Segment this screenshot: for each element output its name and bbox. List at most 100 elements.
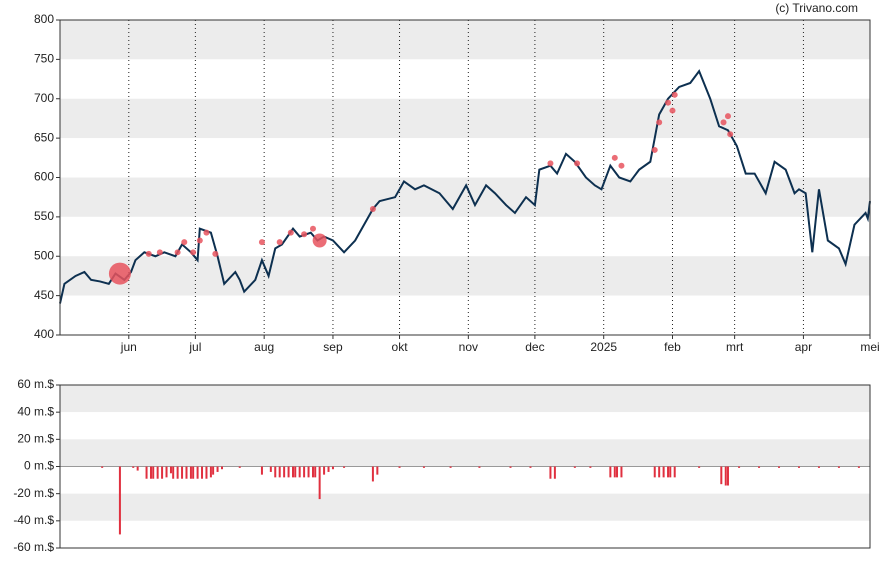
y-tick-label: 60 m.$	[17, 377, 54, 391]
bar	[172, 466, 175, 479]
bar	[669, 466, 672, 478]
x-tick-label: sep	[323, 340, 343, 354]
y-tick-label: 650	[34, 130, 54, 144]
bar	[196, 466, 199, 479]
bar	[673, 466, 676, 478]
trade-marker	[212, 250, 219, 257]
grid-band	[60, 59, 870, 99]
bar	[307, 466, 310, 478]
trade-marker	[145, 250, 152, 257]
bar	[165, 466, 168, 478]
bar	[398, 466, 401, 468]
trade-marker	[720, 119, 727, 126]
trade-marker	[174, 249, 181, 256]
bar	[609, 466, 612, 478]
bar	[298, 466, 301, 478]
bar	[176, 466, 179, 479]
trade-marker	[190, 249, 197, 256]
grid-band	[60, 295, 870, 335]
trade-marker	[727, 131, 734, 138]
x-tick-label: dec	[525, 340, 544, 354]
bar	[758, 466, 761, 468]
bar	[118, 466, 121, 535]
grid-band	[60, 385, 870, 413]
y-tick-label: 600	[34, 170, 54, 184]
bar	[553, 466, 556, 479]
trade-marker	[196, 237, 203, 244]
grid-band	[60, 493, 870, 521]
bar	[658, 466, 661, 478]
bar	[323, 466, 326, 475]
trade-marker	[312, 233, 327, 248]
bar	[817, 466, 820, 468]
trade-marker	[547, 160, 554, 167]
bar	[269, 466, 272, 472]
grid-band	[60, 98, 870, 139]
bar	[331, 466, 334, 470]
bar	[778, 466, 781, 468]
bar	[169, 466, 172, 474]
bar	[720, 466, 723, 485]
grid-band	[60, 520, 870, 548]
bar	[185, 466, 188, 479]
bar	[292, 466, 295, 478]
bar	[216, 466, 219, 472]
bar	[589, 466, 592, 468]
trade-marker	[301, 231, 308, 238]
x-tick-label: jul	[188, 340, 201, 354]
bar	[478, 466, 481, 468]
y-tick-label: 550	[34, 209, 54, 223]
bar	[311, 466, 314, 478]
grid-band	[60, 216, 870, 257]
trade-marker	[665, 99, 672, 106]
y-tick-label: -40 m.$	[13, 513, 54, 527]
bar	[422, 466, 425, 468]
bar	[857, 466, 860, 468]
bar	[192, 466, 195, 479]
bar	[667, 466, 670, 478]
bar	[274, 466, 277, 478]
trade-marker	[574, 160, 581, 167]
bar	[201, 466, 204, 479]
bar	[371, 466, 374, 482]
grid-band	[60, 412, 870, 440]
trade-marker	[203, 229, 210, 236]
trade-marker	[618, 162, 625, 169]
bar	[724, 466, 727, 486]
bar	[653, 466, 656, 478]
bar	[209, 466, 212, 478]
bar	[620, 466, 623, 478]
trade-marker	[656, 119, 663, 126]
bar	[149, 466, 152, 479]
bar	[449, 466, 452, 468]
bar	[161, 466, 164, 479]
x-tick-label: okt	[392, 340, 409, 354]
x-tick-label: nov	[459, 340, 478, 354]
trade-marker	[651, 146, 658, 153]
trade-marker	[258, 239, 265, 246]
y-tick-label: 450	[34, 288, 54, 302]
y-tick-label: 20 m.$	[17, 432, 54, 446]
plot-frame	[59, 384, 871, 549]
bar	[343, 466, 346, 468]
trade-marker	[671, 91, 678, 98]
y-tick-label: 750	[34, 52, 54, 66]
bar	[726, 466, 729, 486]
bar	[189, 466, 192, 479]
trade-marker	[287, 229, 294, 236]
bar	[156, 466, 159, 479]
grid-band	[60, 439, 870, 467]
y-tick-label: 500	[34, 248, 54, 262]
trade-marker	[611, 154, 618, 161]
bar	[260, 466, 263, 475]
grid-band	[60, 256, 870, 296]
trade-marker	[108, 262, 131, 285]
x-tick-label: jun	[120, 340, 137, 354]
bar	[837, 466, 840, 468]
bar	[101, 466, 104, 468]
bar	[287, 466, 290, 478]
bar	[221, 466, 223, 470]
bar	[294, 466, 297, 478]
bar	[616, 466, 619, 478]
y-tick-label: -20 m.$	[13, 486, 54, 500]
